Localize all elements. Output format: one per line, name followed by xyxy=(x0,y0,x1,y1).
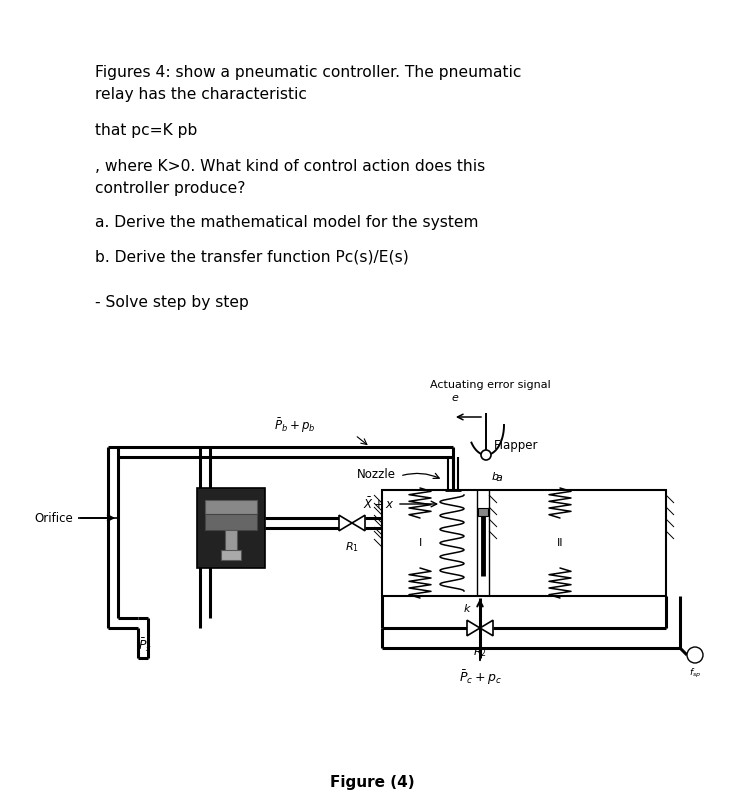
Polygon shape xyxy=(339,516,352,531)
Text: e: e xyxy=(451,393,458,403)
Polygon shape xyxy=(480,621,493,636)
Bar xyxy=(478,508,488,516)
Bar xyxy=(197,488,265,568)
Text: Figures 4: show a pneumatic controller. The pneumatic: Figures 4: show a pneumatic controller. … xyxy=(95,65,522,80)
Text: - Solve step by step: - Solve step by step xyxy=(95,295,249,310)
Polygon shape xyxy=(467,621,480,636)
Circle shape xyxy=(687,647,703,663)
Text: controller produce?: controller produce? xyxy=(95,181,246,196)
Text: Nozzle: Nozzle xyxy=(357,468,396,481)
Text: II: II xyxy=(557,538,563,548)
Text: a. Derive the mathematical model for the system: a. Derive the mathematical model for the… xyxy=(95,215,478,230)
Circle shape xyxy=(481,450,491,460)
Text: , where K>0. What kind of control action does this: , where K>0. What kind of control action… xyxy=(95,159,485,174)
Text: $\bar{P}_c + p_c$: $\bar{P}_c + p_c$ xyxy=(459,668,501,687)
Text: Flapper: Flapper xyxy=(494,439,539,452)
Bar xyxy=(205,514,257,530)
Text: Orifice: Orifice xyxy=(34,511,73,524)
Text: $R_2$: $R_2$ xyxy=(473,645,487,659)
Bar xyxy=(382,490,666,596)
Text: that pc=K pb: that pc=K pb xyxy=(95,123,197,138)
Text: Actuating error signal: Actuating error signal xyxy=(430,380,551,390)
Text: relay has the characteristic: relay has the characteristic xyxy=(95,87,307,102)
Text: Figure (4): Figure (4) xyxy=(330,775,414,790)
Text: $\bar{X}+x$: $\bar{X}+x$ xyxy=(363,496,395,511)
Text: a: a xyxy=(496,473,503,483)
Polygon shape xyxy=(352,516,365,531)
Text: b. Derive the transfer function Pc(s)/E(s): b. Derive the transfer function Pc(s)/E(… xyxy=(95,249,409,264)
Bar xyxy=(221,550,241,560)
Bar xyxy=(225,530,237,560)
Bar xyxy=(205,500,257,514)
Text: I: I xyxy=(419,538,422,548)
Text: $R_1$: $R_1$ xyxy=(345,540,359,553)
Text: $\bar{P}_b + p_b$: $\bar{P}_b + p_b$ xyxy=(274,417,316,435)
Text: k: k xyxy=(463,604,470,614)
Text: b: b xyxy=(492,472,499,482)
Text: $\bar{P}_s$: $\bar{P}_s$ xyxy=(138,636,152,654)
Text: $f_{sp}$: $f_{sp}$ xyxy=(689,667,701,680)
